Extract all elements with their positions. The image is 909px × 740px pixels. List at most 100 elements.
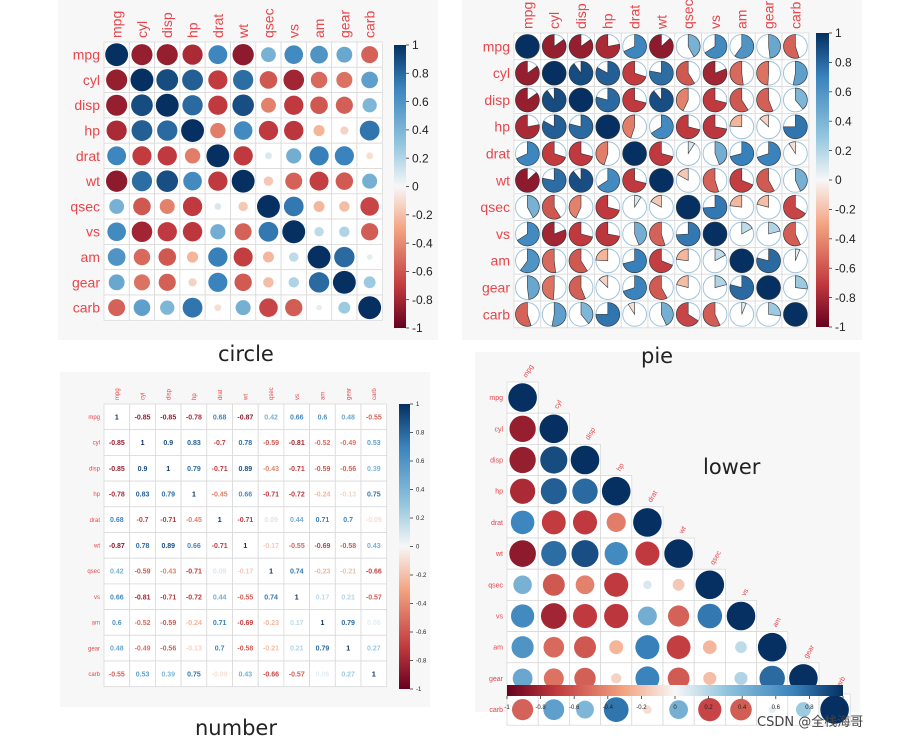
caption-circle: circle [218,342,274,366]
pie-wedge [542,114,567,139]
row-label-gear: gear [88,646,100,652]
row-label-cyl: cyl [494,426,503,433]
corr-circle [308,272,330,293]
pie-wedge [595,302,620,327]
corr-circle [604,603,629,629]
row-label-wt: wt [495,172,510,188]
grid-cell [334,557,362,585]
grid-cell [103,454,131,482]
corr-circle [543,636,565,658]
pie-wedge [676,60,695,86]
corr-value: -0.21 [263,646,279,653]
corr-circle [158,273,176,291]
pie-wedge [650,114,674,139]
colorbar-tick-label: 1 [835,26,842,40]
col-label-hp: hp [192,393,198,400]
pie-wedge [783,302,808,327]
pie-wedge [788,141,796,155]
grid-cell [257,557,285,585]
corr-circle [235,300,251,316]
row-label-qsec: qsec [488,582,503,589]
grid-cell [309,583,336,611]
colorbar-tick-label: -0.4 [412,236,433,250]
pie-wedge [622,141,647,166]
pie-wedge [687,34,701,58]
grid-cell [129,480,156,508]
corr-circle [310,96,328,115]
corr-value: -0.78 [109,491,125,498]
corr-circle [160,300,175,315]
grid-cell [180,454,208,482]
corr-circle [133,248,151,266]
corr-value: 0.53 [136,671,150,678]
colorbar-tick-label: 1 [416,402,420,408]
colorbar-tick-label: -0.8 [535,705,546,711]
colorbar-tick-label: 0.4 [412,123,429,137]
col-label-mpg: mpg [522,364,535,379]
corr-circle [603,697,629,722]
grid-cell [283,583,310,611]
corr-circle [133,197,151,216]
pie-wedge [792,60,808,86]
pie-wedge [649,141,674,166]
colorbar-tick-label: -0.2 [835,203,856,217]
corr-circle [366,152,374,160]
corr-circle [697,603,723,629]
corr-value: 0.74 [264,594,278,601]
pie-wedge [568,168,594,193]
col-label-cyl: cyl [553,399,564,410]
colorbar-tick-label: 0.4 [738,705,747,711]
grid-cell [180,480,208,508]
corr-circle [208,171,228,191]
corr-value: 0.43 [239,671,253,678]
grid-cell [309,480,336,508]
grid-cell [129,506,156,533]
corr-circle [575,575,595,595]
col-label-vs: vs [286,24,302,38]
corr-circle [539,414,569,444]
corr-circle [508,383,537,412]
corr-circle [604,572,629,597]
grid-cell [257,429,285,456]
corr-value: 0.68 [213,414,227,421]
pie-wedge [542,87,567,113]
corr-circle [611,673,622,684]
corr-value: -0.23 [314,569,330,576]
col-label-drat: drat [218,389,224,400]
corr-circle [570,445,600,475]
col-label-drat: drat [210,14,226,38]
grid-cell [334,480,362,508]
corr-value: -0.81 [135,594,151,601]
pie-wedge [687,141,695,155]
pie-wedge [623,34,647,59]
corr-circle [362,173,378,189]
corr-circle [261,47,276,63]
caption-lower: lower [703,455,761,479]
pie-wedge [702,194,728,220]
corr-value: -0.81 [289,440,305,447]
pie-wedge [568,87,594,113]
corr-value: 0.42 [110,569,124,576]
colorbar-tick-label: -0.2 [416,573,427,579]
pie-wedge [759,114,769,128]
colorbar-tick-label: -0.4 [603,705,614,711]
corr-circle [182,297,203,318]
corr-value: 0.48 [110,646,124,653]
row-label-am: am [493,645,503,652]
row-label-vs: vs [496,613,504,620]
corr-circle [542,573,565,596]
corr-circle [262,251,274,263]
colorbar-tick-label: -1 [412,321,423,335]
corr-circle [234,223,252,241]
pie-wedge [649,221,666,247]
corr-value: -0.59 [160,620,176,627]
corr-circle [182,44,203,65]
grid-cell [129,634,156,662]
colorbar-tick-label: 1 [412,38,419,52]
grid-cell [257,480,285,508]
corr-circle [210,224,226,240]
corr-circle [132,146,152,166]
corr-circle [606,512,626,532]
col-label-gear: gear [803,644,816,660]
colorbar-tick-label: 0.2 [416,516,425,522]
